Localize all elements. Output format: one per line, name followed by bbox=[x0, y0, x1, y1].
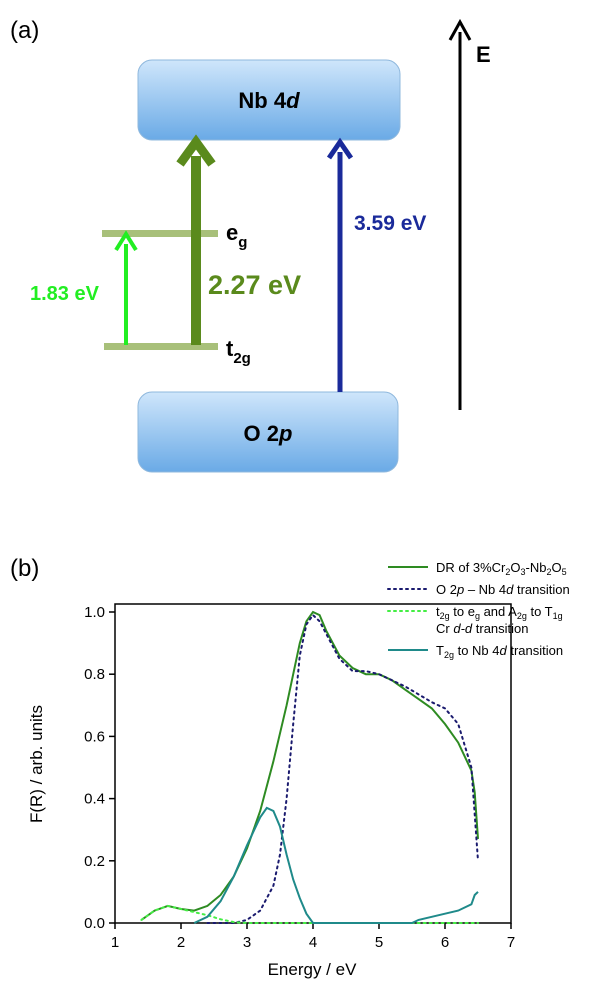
transition-label-3-59: 3.59 eV bbox=[354, 212, 426, 235]
x-tick-label: 1 bbox=[111, 934, 119, 951]
legend: DR of 3%Cr2O3-Nb2O5 O 2p – Nb 4d transiti… bbox=[388, 560, 570, 660]
y-tick-label: 0.0 bbox=[84, 915, 105, 932]
panel-b: (b) 1 2 3 4 5 6 7 0.0 0.2 0.4 0.6 0.8 1.0 Energy / e… bbox=[10, 555, 570, 979]
x-tick-label: 3 bbox=[243, 934, 251, 951]
y-axis-label: F(R) / arb. units bbox=[27, 705, 46, 823]
series-line-4 bbox=[194, 808, 478, 923]
transition-label-1-83: 1.83 eV bbox=[30, 283, 100, 305]
legend-label: Cr d-d transition bbox=[436, 621, 529, 636]
legend-label: T2g to Nb 4d transition bbox=[436, 643, 563, 660]
series-line-3 bbox=[141, 906, 478, 923]
y-tick-label: 0.6 bbox=[84, 728, 105, 745]
o-2p-band-label: O 2p bbox=[244, 421, 293, 446]
transition-arrow-2-27 bbox=[180, 142, 212, 345]
nb-4d-band-label: Nb 4d bbox=[238, 88, 300, 113]
x-tick-label: 6 bbox=[441, 934, 449, 951]
series-line-1 bbox=[141, 612, 478, 920]
transition-label-2-27: 2.27 eV bbox=[208, 270, 301, 300]
x-tick-label: 5 bbox=[375, 934, 383, 951]
energy-axis-label: E bbox=[476, 42, 491, 67]
x-axis-label: Energy / eV bbox=[268, 960, 357, 979]
chart-series bbox=[141, 612, 478, 923]
t2g-label: t2g bbox=[226, 336, 251, 367]
x-tick-label: 2 bbox=[177, 934, 185, 951]
x-tick-label: 4 bbox=[309, 934, 317, 951]
x-tick-label: 7 bbox=[507, 934, 515, 951]
panel-a: (a) E Nb 4d O 2p eg t2g 1.83 eV 2.27 eV bbox=[10, 17, 491, 472]
eg-label: eg bbox=[226, 220, 247, 251]
y-tick-label: 0.8 bbox=[84, 666, 105, 683]
y-tick-label: 0.2 bbox=[84, 853, 105, 870]
series-line-2 bbox=[207, 615, 478, 923]
legend-label: t2g to eg and A2g to T1g bbox=[436, 604, 563, 621]
panel-b-label: (b) bbox=[10, 555, 39, 582]
transition-arrow-3-59 bbox=[329, 142, 351, 392]
y-tick-label: 0.4 bbox=[84, 791, 105, 808]
legend-label: O 2p – Nb 4d transition bbox=[436, 582, 570, 597]
panel-a-label: (a) bbox=[10, 17, 39, 44]
transition-arrow-1-83 bbox=[116, 234, 136, 345]
y-tick-label: 1.0 bbox=[84, 604, 105, 621]
legend-label: DR of 3%Cr2O3-Nb2O5 bbox=[436, 560, 567, 577]
